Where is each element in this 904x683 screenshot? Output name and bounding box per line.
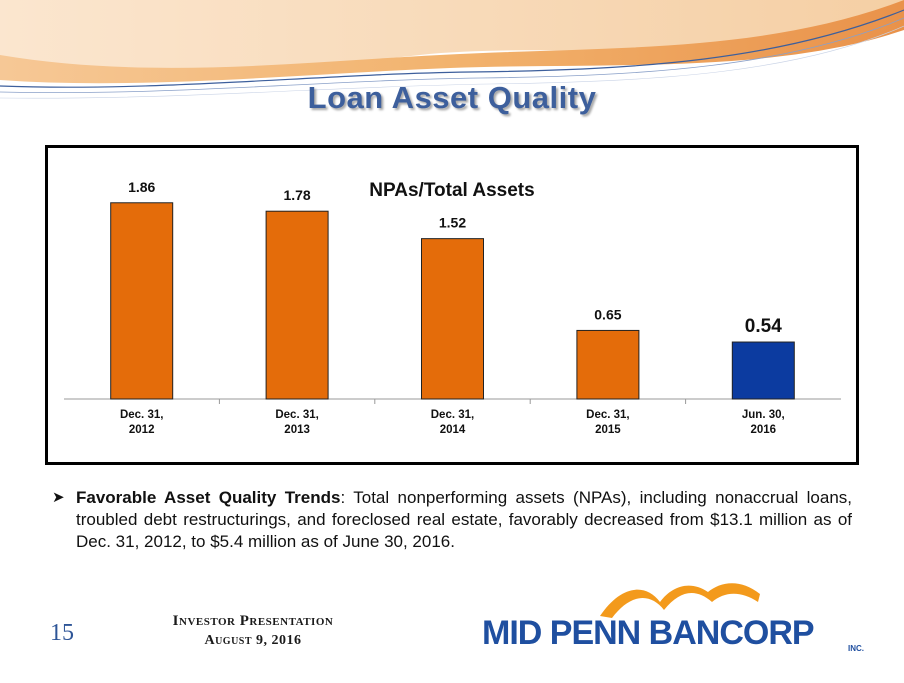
tick-label-4-0: Jun. 30, (742, 409, 785, 421)
bar-3 (576, 329, 640, 400)
logo-swoosh-icon (600, 583, 760, 618)
npa-bar-chart: NPAs/Total Assets 1.86 Dec. 31, 2012 1.78 De… (64, 179, 841, 436)
bullet-body: : Total nonperforming assets (NPAs), inc… (76, 488, 853, 551)
data-label-0: 1.86 (128, 179, 155, 195)
bullet-lead: Favorable Asset Quality Trends (76, 488, 341, 507)
footer-date: August 9, 2016 (204, 633, 302, 648)
slide-title: Loan Asset Quality (307, 80, 597, 115)
logo-inc: INC. (848, 644, 864, 653)
arrow-bullet-icon: ➤ (52, 489, 65, 506)
chart-frame: NPAs/Total Assets 1.86 Dec. 31, 2012 1.78 De… (45, 145, 859, 465)
bar-2 (421, 238, 484, 400)
tick-label-0-1: 2012 (129, 424, 155, 436)
tick-label-3-1: 2015 (595, 424, 621, 436)
tick-label-2-0: Dec. 31, (431, 409, 474, 421)
bullet-point: ➤ Favorable Asset Quality Trends: Total … (52, 487, 852, 553)
bar-0 (110, 202, 174, 400)
tick-label-3-0: Dec. 31, (586, 409, 629, 421)
data-label-3: 0.65 (594, 306, 621, 322)
bar-4 (731, 341, 795, 400)
tick-label-1-0: Dec. 31, (275, 409, 318, 421)
tick-label-1-1: 2013 (284, 424, 310, 436)
page-number: 15 (50, 620, 74, 646)
data-label-1: 1.78 (283, 187, 310, 203)
tick-label-2-1: 2014 (440, 424, 466, 436)
data-label-2: 1.52 (439, 215, 466, 231)
logo-wordmark: MID PENN BANCORP (482, 614, 815, 652)
tick-label-0-0: Dec. 31, (120, 409, 163, 421)
footer-title: Investor Presentation (172, 613, 334, 629)
data-label-4: 0.54 (745, 316, 782, 337)
tick-label-4-1: 2016 (751, 424, 777, 436)
chart-title: NPAs/Total Assets (369, 180, 534, 201)
header-wave-banner (0, 0, 904, 99)
mid-penn-logo: MID PENN BANCORP INC. (480, 578, 880, 658)
bar-1 (265, 210, 329, 400)
bars-group: 1.86 Dec. 31, 2012 1.78 Dec. 31, 2013 1.52 Dec.… (110, 179, 795, 436)
